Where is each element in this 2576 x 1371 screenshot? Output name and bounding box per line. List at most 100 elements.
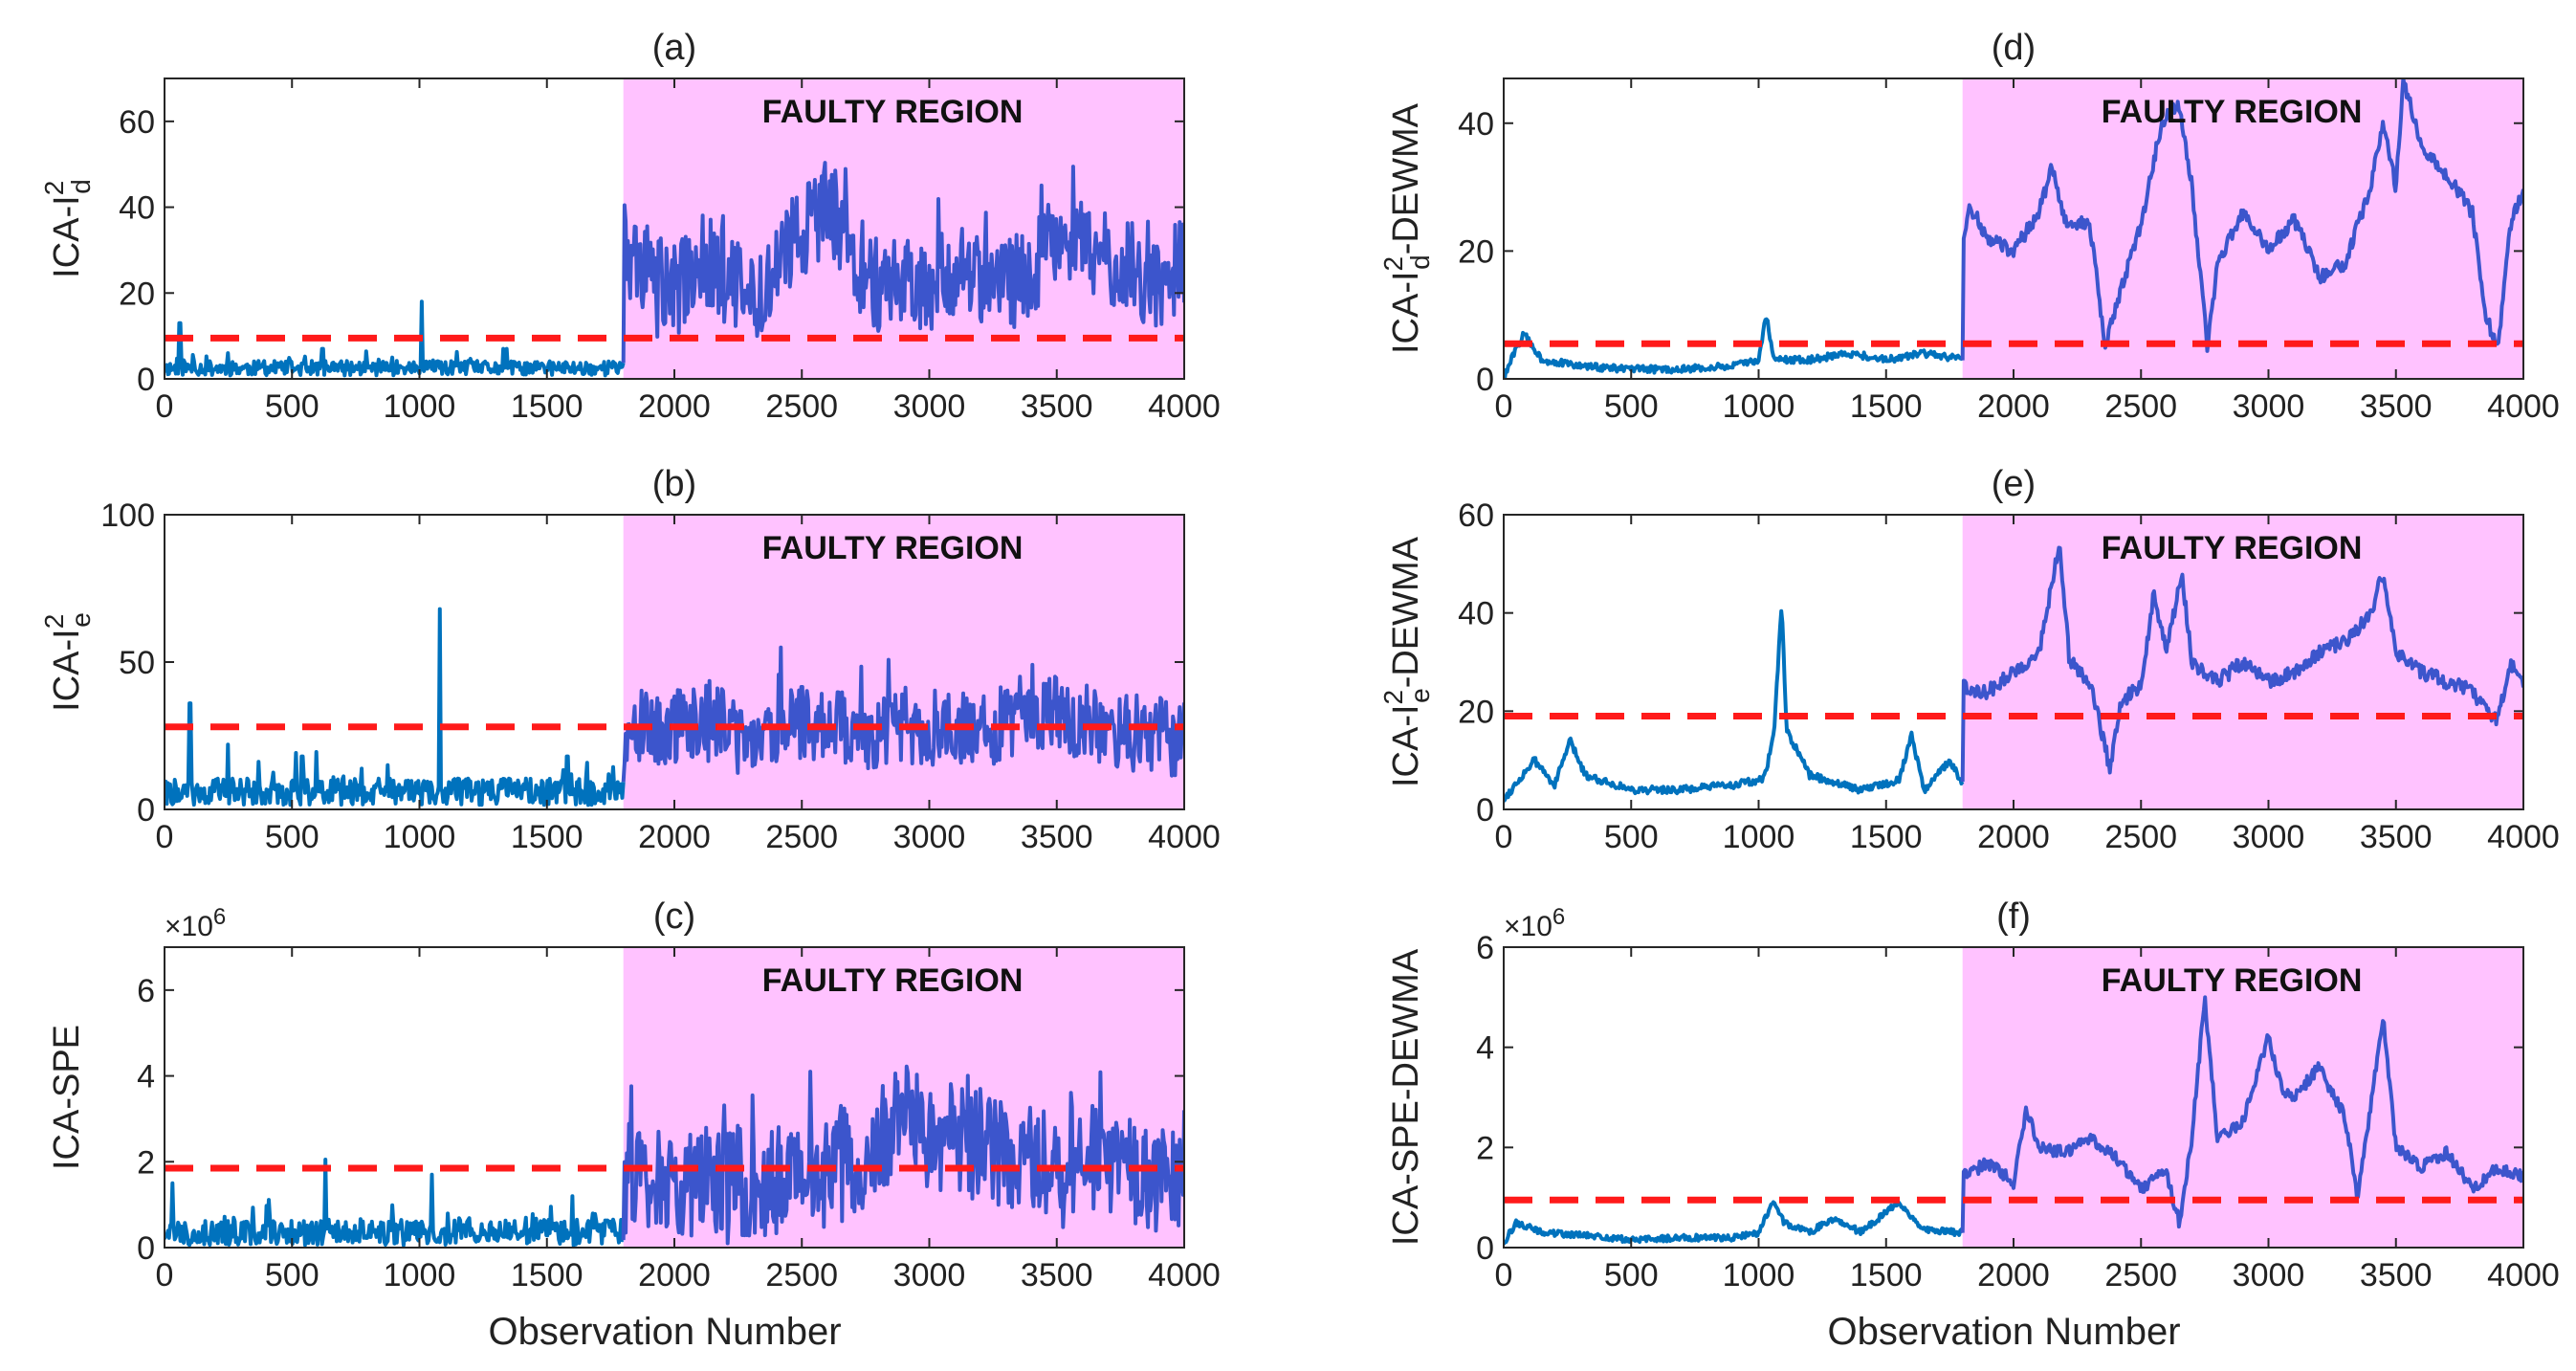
x-tick-label-f: 1000: [1723, 1257, 1795, 1294]
y-tick-label-f: 6: [1476, 930, 1494, 966]
x-tick-label-a: 2500: [765, 388, 838, 425]
faulty-region-b: [623, 515, 1184, 809]
x-tick-label-a: 500: [265, 388, 319, 425]
panel-d: 0 500 1000 1500 2000 2500 3000 3500 4000 0 20 40 (d)…: [1378, 28, 2560, 425]
panel-title-c: (c): [653, 896, 695, 937]
series-fault-b: [621, 645, 1184, 783]
x-tick-label-d: 2500: [2104, 388, 2177, 425]
y-tick-label-e: 0: [1476, 792, 1494, 829]
y-tick-label-a: 0: [137, 362, 155, 398]
y-tick-label-b: 100: [100, 498, 155, 534]
x-tick-label-e: 3500: [2360, 819, 2433, 855]
y-tick-label-c: 6: [137, 973, 155, 1009]
x-tick-label-d: 2000: [1977, 388, 2050, 425]
y-tick-label-e: 60: [1458, 498, 1494, 534]
x-tick-label-b: 0: [156, 819, 174, 855]
faulty-region-d: [1962, 78, 2523, 379]
y-tick-label-f: 2: [1476, 1130, 1494, 1166]
x-tick-label-c: 500: [265, 1257, 319, 1294]
panel-b: 0 500 1000 1500 2000 2500 3000 3500 4000 0 50 100 (b…: [39, 464, 1221, 855]
x-tick-label-f: 0: [1495, 1257, 1513, 1294]
x-tick-label-f: 1500: [1850, 1257, 1923, 1294]
x-tick-label-f: 2500: [2104, 1257, 2177, 1294]
x-tick-label-d: 3500: [2360, 388, 2433, 425]
x-tick-label-f: 4000: [2487, 1257, 2560, 1294]
y-axis-label-c: ICA-SPE: [47, 1025, 87, 1170]
panel-title-a: (a): [652, 28, 696, 68]
x-tick-label-c: 2500: [765, 1257, 838, 1294]
y-tick-label-a: 20: [119, 276, 155, 312]
series-fault-a: [621, 161, 1184, 364]
x-tick-label-b: 2000: [638, 819, 711, 855]
series-fault-c: [621, 1064, 1184, 1246]
series-normal-e: [1504, 608, 1965, 803]
x-tick-label-a: 3500: [1021, 388, 1093, 425]
y-tick-label-a: 40: [119, 190, 155, 227]
y-tick-label-a: 60: [119, 104, 155, 141]
x-tick-label-a: 1000: [384, 388, 456, 425]
faulty-region-label-d: FAULTY REGION: [2102, 94, 2363, 130]
x-tick-label-d: 0: [1495, 388, 1513, 425]
panel-title-f: (f): [1996, 896, 2031, 937]
y-tick-label-d: 20: [1458, 233, 1494, 270]
x-tick-label-e: 500: [1604, 819, 1659, 855]
x-tick-label-f: 2000: [1977, 1257, 2050, 1294]
panel-f: 0 500 1000 1500 2000 2500 3000 3500 4000 0 2 4 6 ×106…: [1386, 896, 2560, 1294]
x-tick-label-b: 500: [265, 819, 319, 855]
y-axis-label-b: ICA-I2e: [39, 612, 96, 712]
y-axis-label-a: ICA-I2d: [39, 179, 96, 278]
x-tick-label-d: 3000: [2233, 388, 2305, 425]
panel-title-e: (e): [1992, 464, 2036, 504]
x-tick-label-a: 2000: [638, 388, 711, 425]
x-tick-label-e: 2500: [2104, 819, 2177, 855]
y-axis-label-e: ICA-I2e-DEWMA: [1378, 536, 1435, 787]
series-fault-d: [1960, 78, 2523, 361]
y-tick-label-c: 0: [137, 1230, 155, 1267]
x-tick-label-d: 1000: [1723, 388, 1795, 425]
x-tick-label-a: 3000: [893, 388, 966, 425]
series-fault-f: [1960, 995, 2523, 1233]
x-tick-label-c: 4000: [1148, 1257, 1221, 1294]
y-tick-label-b: 0: [137, 792, 155, 829]
y-tick-label-d: 0: [1476, 362, 1494, 398]
panel-title-d: (d): [1992, 28, 2036, 68]
x-tick-label-b: 4000: [1148, 819, 1221, 855]
y-tick-label-e: 40: [1458, 596, 1494, 632]
panel-title-b: (b): [652, 464, 696, 504]
panel-e: 0 500 1000 1500 2000 2500 3000 3500 4000 0 20 40 60 (…: [1378, 464, 2560, 855]
y-tick-label-c: 4: [137, 1059, 155, 1095]
x-tick-label-b: 1500: [511, 819, 583, 855]
x-tick-label-a: 1500: [511, 388, 583, 425]
y-axis-label-d: ICA-I2d-DEWMA: [1378, 102, 1435, 354]
y-multiplier-f: ×106: [1504, 904, 1565, 942]
faulty-region-label-c: FAULTY REGION: [762, 962, 1024, 999]
x-tick-label-c: 3000: [893, 1257, 966, 1294]
x-tick-label-d: 500: [1604, 388, 1659, 425]
x-tick-label-e: 4000: [2487, 819, 2560, 855]
x-tick-label-e: 3000: [2233, 819, 2305, 855]
x-axis-label-left: Observation Number: [488, 1311, 841, 1353]
series-normal-b: [165, 607, 626, 807]
x-tick-label-a: 4000: [1148, 388, 1221, 425]
x-tick-label-b: 3500: [1021, 819, 1093, 855]
series-normal-f: [1504, 1199, 1965, 1246]
x-tick-label-f: 500: [1604, 1257, 1659, 1294]
panel-c: 0 500 1000 1500 2000 2500 3000 3500 4000 0 2 4 6 ×106…: [47, 896, 1221, 1294]
x-tick-label-c: 1000: [384, 1257, 456, 1294]
x-tick-label-e: 1000: [1723, 819, 1795, 855]
x-tick-label-f: 3000: [2233, 1257, 2305, 1294]
y-tick-label-b: 50: [119, 645, 155, 681]
x-tick-label-c: 3500: [1021, 1257, 1093, 1294]
faulty-region-label-e: FAULTY REGION: [2102, 530, 2363, 566]
faulty-region-label-a: FAULTY REGION: [762, 94, 1024, 130]
y-multiplier-c: ×106: [165, 904, 226, 942]
y-axis-label-f: ICA-SPE-DEWMA: [1386, 948, 1426, 1246]
series-normal-c: [165, 1158, 625, 1248]
series-fault-e: [1960, 545, 2523, 783]
x-tick-label-c: 1500: [511, 1257, 583, 1294]
x-tick-label-e: 0: [1495, 819, 1513, 855]
x-tick-label-e: 1500: [1850, 819, 1923, 855]
x-tick-label-b: 1000: [384, 819, 456, 855]
x-axis-label-right: Observation Number: [1827, 1311, 2180, 1353]
